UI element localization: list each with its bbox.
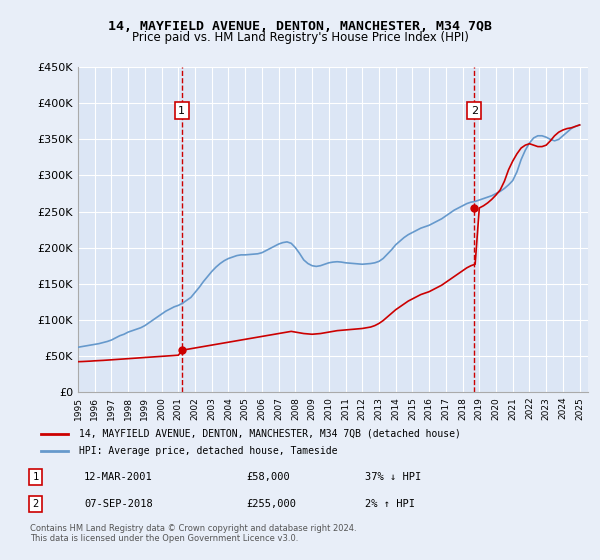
Text: 2% ↑ HPI: 2% ↑ HPI: [365, 499, 415, 509]
Text: 37% ↓ HPI: 37% ↓ HPI: [365, 472, 421, 482]
Text: £58,000: £58,000: [246, 472, 290, 482]
Text: £255,000: £255,000: [246, 499, 296, 509]
Text: Contains HM Land Registry data © Crown copyright and database right 2024.
This d: Contains HM Land Registry data © Crown c…: [30, 524, 356, 543]
Text: HPI: Average price, detached house, Tameside: HPI: Average price, detached house, Tame…: [79, 446, 337, 456]
Text: 1: 1: [178, 105, 185, 115]
Text: 1: 1: [32, 472, 38, 482]
Text: 2: 2: [471, 105, 478, 115]
Text: 12-MAR-2001: 12-MAR-2001: [84, 472, 153, 482]
Text: Price paid vs. HM Land Registry's House Price Index (HPI): Price paid vs. HM Land Registry's House …: [131, 31, 469, 44]
Text: 07-SEP-2018: 07-SEP-2018: [84, 499, 153, 509]
Text: 14, MAYFIELD AVENUE, DENTON, MANCHESTER, M34 7QB: 14, MAYFIELD AVENUE, DENTON, MANCHESTER,…: [108, 20, 492, 32]
Text: 14, MAYFIELD AVENUE, DENTON, MANCHESTER, M34 7QB (detached house): 14, MAYFIELD AVENUE, DENTON, MANCHESTER,…: [79, 429, 460, 439]
Text: 2: 2: [32, 499, 38, 509]
